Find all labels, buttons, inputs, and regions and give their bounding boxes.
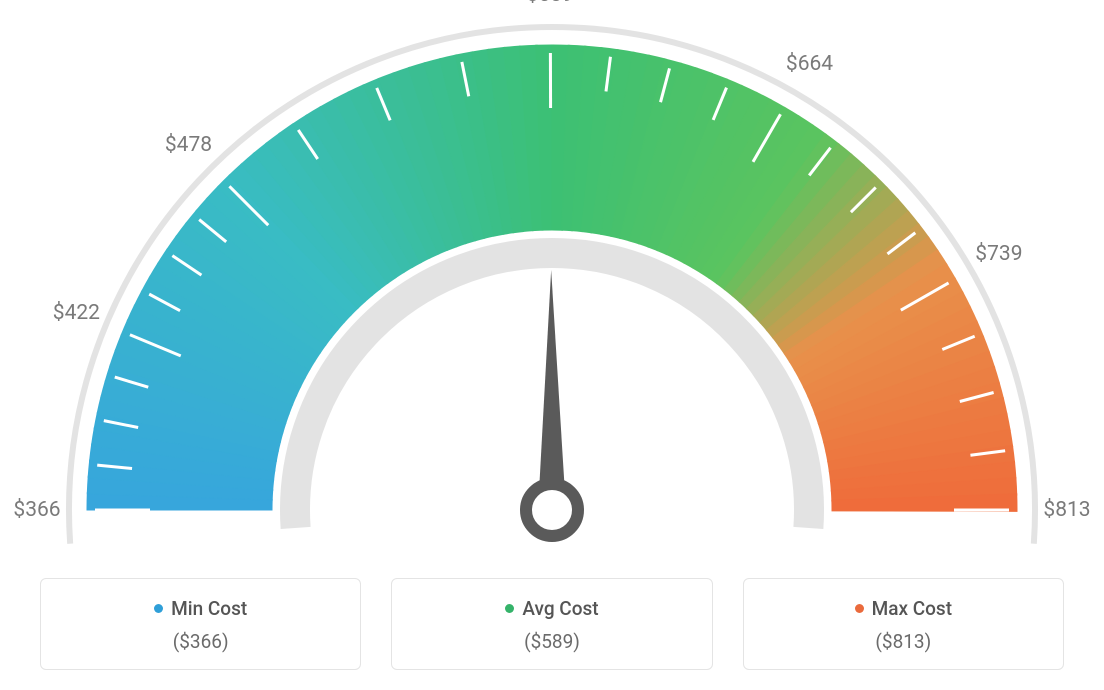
gauge-tick-label: $366 — [13, 498, 60, 522]
legend-title-avg: Avg Cost — [522, 597, 598, 620]
gauge-tick-label: $422 — [53, 301, 100, 325]
gauge-hub — [526, 484, 578, 536]
legend-card-avg: Avg Cost ($589) — [391, 578, 712, 670]
legend-dot-avg — [505, 604, 514, 613]
cost-gauge-chart: $366 $422 $478 $589 $664 $739 $813 Min Cost ($… — [0, 0, 1104, 690]
gauge-tick-label: $739 — [975, 242, 1022, 266]
legend-title-max: Max Cost — [872, 597, 952, 620]
legend-title-wrap: Avg Cost — [402, 597, 701, 620]
legend-dot-max — [855, 604, 864, 613]
gauge-tick-label: $478 — [165, 133, 212, 157]
gauge-area: $366 $422 $478 $589 $664 $739 $813 — [0, 0, 1104, 560]
legend-card-max: Max Cost ($813) — [743, 578, 1064, 670]
gauge-svg — [0, 0, 1104, 560]
legend-title-wrap: Min Cost — [51, 597, 350, 620]
legend-value-max: ($813) — [754, 630, 1053, 653]
gauge-tick-label: $664 — [786, 52, 833, 76]
gauge-tick-label: $589 — [527, 0, 574, 7]
legend-value-min: ($366) — [51, 630, 350, 653]
legend-title-min: Min Cost — [171, 597, 247, 620]
legend-row: Min Cost ($366) Avg Cost ($589) Max Cost… — [0, 578, 1104, 670]
legend-card-min: Min Cost ($366) — [40, 578, 361, 670]
legend-dot-min — [154, 604, 163, 613]
gauge-tick-label: $813 — [1043, 498, 1090, 522]
legend-value-avg: ($589) — [402, 630, 701, 653]
legend-title-wrap: Max Cost — [754, 597, 1053, 620]
